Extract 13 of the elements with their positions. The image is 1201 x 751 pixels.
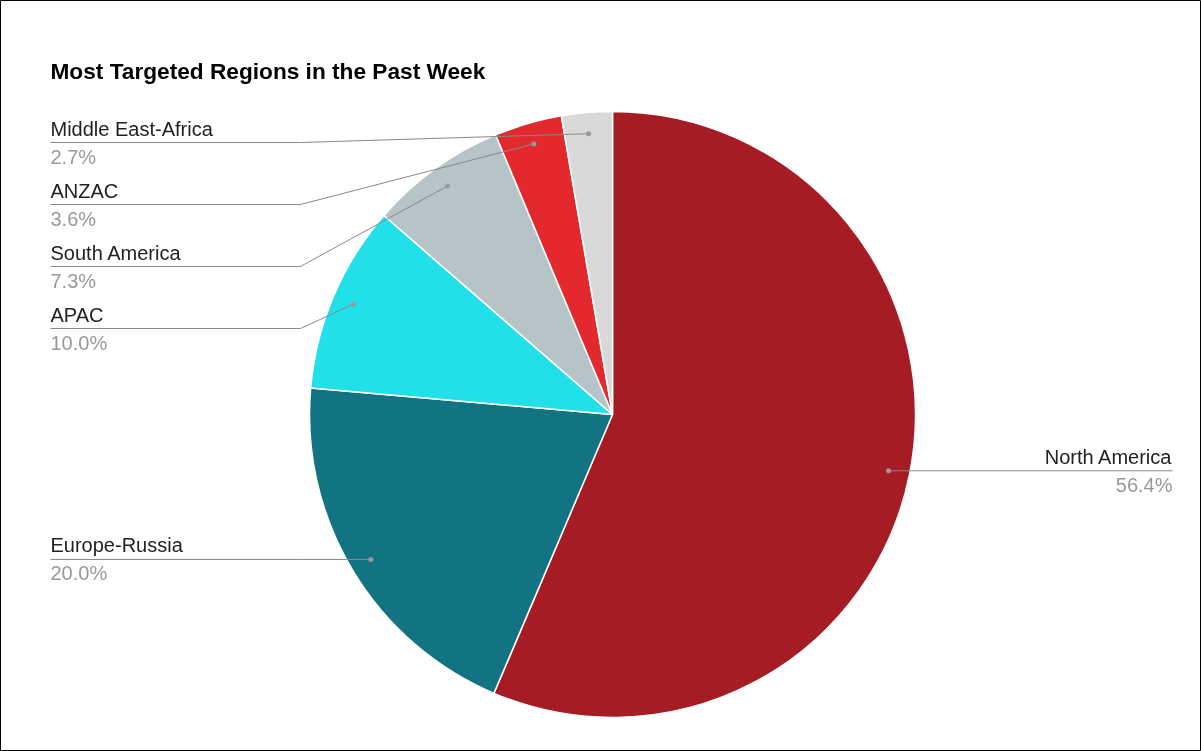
slice-label: ANZAC bbox=[50, 179, 119, 202]
slice-label: Middle East-Africa bbox=[50, 117, 214, 140]
slice-label: Europe-Russia bbox=[50, 534, 184, 557]
slice-label: North America bbox=[1044, 445, 1173, 468]
data-label: 7.3% bbox=[50, 269, 97, 292]
slice-label: South America bbox=[50, 241, 182, 264]
slice-label: APAC bbox=[50, 303, 104, 326]
chart-title: Most Targeted Regions in the Past Week bbox=[50, 57, 486, 84]
data-label: 3.6% bbox=[50, 207, 97, 230]
data-label: 10.0% bbox=[50, 331, 108, 354]
data-label: 56.4% bbox=[1115, 473, 1173, 496]
data-label: 2.7% bbox=[50, 145, 97, 168]
data-label: 20.0% bbox=[50, 562, 108, 585]
